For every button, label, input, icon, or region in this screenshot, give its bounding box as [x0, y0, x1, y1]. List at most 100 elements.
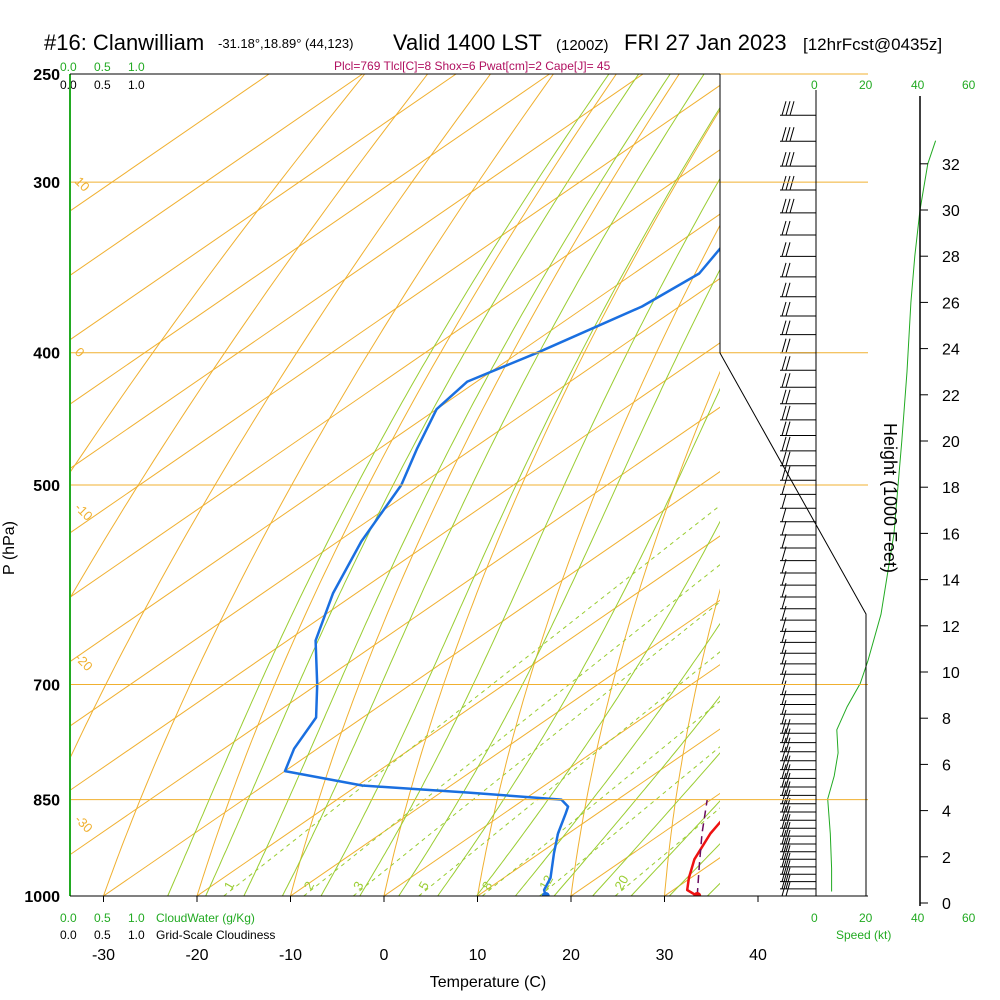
wind-barb-flag	[781, 829, 787, 845]
y-axis-title: P (hPa)	[1, 521, 18, 575]
wind-barb-flag	[781, 709, 787, 724]
cloudwater-label: CloudWater (g/Kg)	[156, 911, 255, 925]
wind-barb-flag	[785, 451, 791, 466]
wind-barb-flag	[789, 151, 795, 167]
valid-zulu: (1200Z)	[556, 37, 609, 54]
wind-barb	[780, 356, 816, 371]
wind-barb	[780, 220, 816, 236]
wind-barb-flag	[781, 728, 787, 743]
cloudiness-tick-2: 1.0	[128, 78, 145, 92]
wind-barb-flag	[781, 301, 787, 317]
wind-barbs	[780, 101, 816, 896]
surface-dewpoint-marker	[541, 892, 550, 896]
wind-barb	[780, 690, 816, 705]
wind-barb-flag	[785, 436, 791, 451]
wind-barb-flag	[785, 301, 791, 317]
wind-barb	[780, 389, 816, 405]
speed-axis-label: Speed (kt)	[836, 928, 891, 942]
wind-barb-flag	[781, 451, 787, 466]
temperature-tick-label: 10	[469, 947, 487, 964]
height-tick-label: 12	[942, 619, 960, 636]
wind-barb	[780, 282, 816, 298]
wind-barb-flag	[785, 151, 791, 167]
wind-barb	[780, 728, 816, 744]
wind-barb-flag	[785, 781, 791, 796]
wind-barb-flag	[781, 220, 787, 236]
wind-barb-flag	[781, 797, 787, 813]
wind-barb	[780, 338, 816, 354]
wind-barb-flag	[789, 175, 795, 191]
dry-adiabat-line	[570, 370, 720, 896]
wind-barb-flag	[785, 737, 791, 752]
wind-barb	[780, 649, 816, 665]
mixing-ratio-line	[539, 746, 720, 896]
wind-barb	[780, 789, 816, 805]
wind-barb	[780, 436, 816, 452]
wind-barb-flag	[781, 690, 787, 705]
temperature-tick-label: -20	[185, 947, 208, 964]
dry-adiabat-line	[663, 588, 720, 896]
wind-barb	[780, 814, 816, 829]
dry-adiabat-line	[70, 74, 429, 600]
wind-barb-flag	[781, 789, 787, 804]
wind-barb-flag	[781, 639, 787, 654]
wind-barb-flag	[781, 558, 787, 574]
wind-barb	[780, 301, 816, 317]
speed-bottom-tick-1: 20	[859, 911, 873, 925]
speed-top-tick-3: 60	[962, 78, 976, 92]
wind-barb-flag	[781, 772, 787, 788]
wind-barb	[780, 198, 816, 214]
moist-adiabat-line	[243, 74, 671, 896]
wind-barb	[780, 507, 816, 523]
wind-barb	[780, 373, 816, 388]
temperature-tick-label: -30	[92, 947, 115, 964]
dewpoint-line	[283, 246, 720, 896]
wind-barb-flag	[785, 822, 791, 837]
wind-barb	[780, 101, 816, 116]
wind-barb-flag	[785, 746, 791, 761]
cloudiness-bottom-tick-0: 0.0	[60, 928, 77, 942]
dry-adiabat-line	[70, 74, 366, 474]
wind-barb-flag	[789, 101, 795, 116]
dry-adiabat-label: -20	[72, 650, 96, 674]
wind-barb	[780, 700, 816, 715]
wind-barb	[780, 421, 816, 437]
wind-barb-flag	[785, 198, 791, 214]
height-tick-label: 18	[942, 480, 960, 497]
wind-barb-flag	[785, 389, 791, 404]
wind-barb-flag	[789, 198, 795, 214]
wind-barb-flag	[781, 660, 787, 675]
wind-barb-flag	[781, 546, 787, 561]
isotherm-line	[70, 74, 363, 277]
moist-adiabat-line	[281, 74, 705, 896]
wind-barb-flag	[781, 670, 787, 685]
wind-barb-flag	[781, 127, 787, 142]
cloudwater-tick-1: 0.5	[94, 60, 111, 74]
height-tick-label: 10	[942, 665, 960, 682]
wind-barb-flag	[781, 845, 787, 860]
temperature-tick-label: 40	[749, 947, 767, 964]
wind-barb-flag	[785, 320, 791, 335]
speed-bottom-tick-0: 0	[811, 911, 818, 925]
wind-barb-flag	[785, 220, 791, 236]
wind-barb-flag	[785, 772, 791, 788]
wind-barb	[780, 755, 816, 771]
dry-adiabat-line	[196, 74, 617, 896]
moist-adiabat-line	[475, 520, 720, 896]
wind-barb	[780, 719, 816, 734]
wind-barb	[780, 558, 816, 574]
valid-time: Valid 1400 LST	[393, 30, 542, 55]
wind-barb-flag	[785, 755, 791, 770]
wind-barb-flag	[781, 700, 787, 715]
wind-barb-flag	[781, 746, 787, 761]
moist-adiabat-line	[553, 695, 720, 896]
wind-barb-flag	[785, 764, 791, 779]
wind-barb-flag	[781, 466, 787, 481]
pressure-tick-label: 700	[33, 678, 60, 695]
speed-axis: 0 20 40 60 0 20 40 60 Speed (kt)	[811, 78, 976, 942]
wind-barb-flag	[785, 845, 791, 860]
wind-barb-flag	[785, 282, 791, 297]
parcel-line	[696, 799, 708, 896]
isotherm-line	[477, 728, 720, 896]
wind-barb-flag	[785, 789, 791, 804]
